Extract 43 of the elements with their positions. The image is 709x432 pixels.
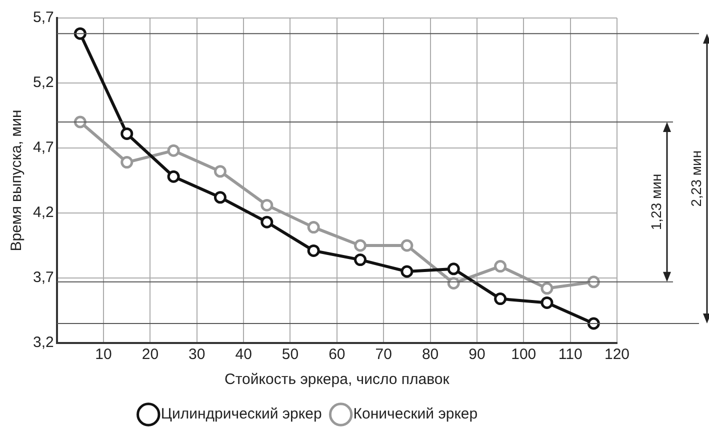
point — [167, 144, 180, 157]
point — [354, 239, 367, 252]
y-axis-title: Время выпуска, мин — [8, 110, 26, 252]
y-tick-label: 5,2 — [32, 74, 54, 92]
point — [400, 265, 414, 278]
x-tick-label: 10 — [95, 346, 112, 364]
x-tick-label: 30 — [188, 346, 206, 364]
legend-label: Цилиндрический эркер — [160, 406, 322, 423]
text: 1,23 мин — [648, 174, 664, 230]
x-tick-label: 90 — [468, 346, 486, 364]
point — [540, 296, 554, 309]
x-tick-label: 100 — [511, 346, 536, 364]
point — [307, 221, 320, 234]
point — [540, 282, 554, 295]
x-tick-label: 40 — [235, 346, 252, 364]
x-tick-label: 80 — [422, 346, 439, 364]
point — [400, 239, 414, 252]
x-tick-label: 60 — [328, 346, 346, 364]
y-tick-label: 4,7 — [32, 139, 54, 156]
y-tick-label: 3,7 — [32, 269, 54, 286]
y-tick-label: 4,2 — [32, 204, 54, 222]
point — [260, 198, 274, 212]
legend-label: Конический эркер — [353, 406, 478, 423]
x-tick-label: 120 — [604, 346, 630, 364]
point — [120, 156, 134, 169]
y-tick-label: 3,2 — [32, 334, 54, 352]
point — [447, 262, 460, 276]
point — [494, 260, 507, 273]
text: 2,23 мин — [688, 150, 704, 207]
x-tick-label: 50 — [282, 346, 299, 364]
x-tick-label: 70 — [375, 346, 392, 364]
point — [307, 244, 320, 257]
point — [214, 165, 226, 178]
x-tick-label: 110 — [558, 346, 582, 364]
x-tick-label: 20 — [142, 346, 159, 364]
point — [260, 216, 274, 228]
point — [354, 254, 367, 266]
point — [494, 292, 507, 306]
x-axis-title: Стойкость эркера, число плавок — [224, 371, 450, 388]
point — [120, 127, 134, 140]
point — [167, 170, 180, 183]
y-tick-label: 5,7 — [32, 9, 54, 26]
point — [214, 191, 226, 204]
